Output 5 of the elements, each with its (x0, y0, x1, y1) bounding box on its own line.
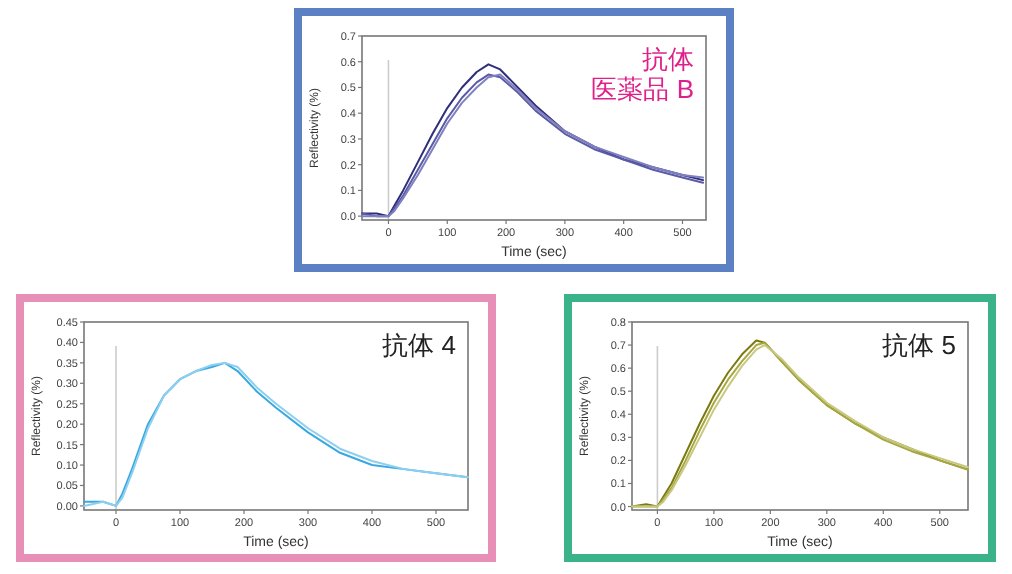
text: 医薬品 B (591, 74, 694, 104)
line-series (83, 361, 469, 507)
chart-title: 抗体 5 (882, 330, 956, 360)
chart-title: 抗体 (642, 44, 694, 74)
chart-title: 抗体 4 (382, 330, 456, 360)
